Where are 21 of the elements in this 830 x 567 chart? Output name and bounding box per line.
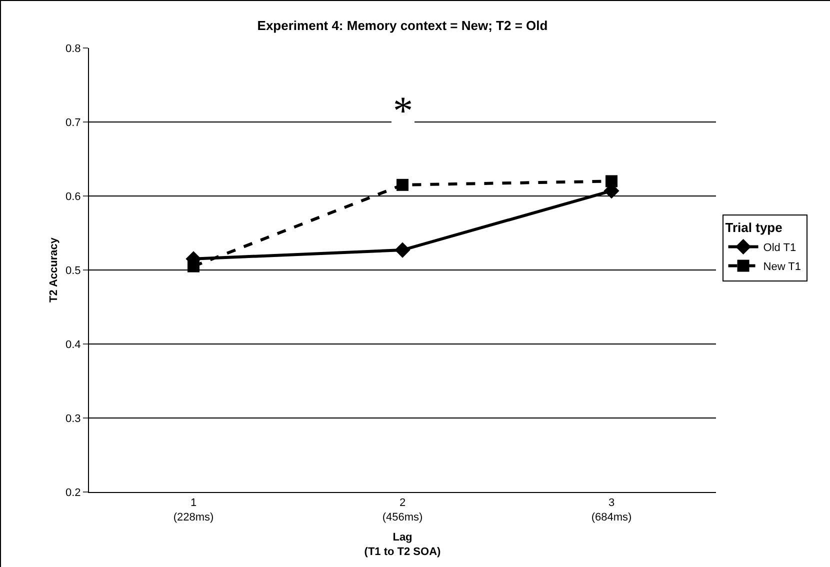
- y-tick-label: 0.2: [66, 486, 81, 499]
- legend-label: Old T1: [763, 242, 796, 254]
- x-tick-label: 2 (456ms): [382, 497, 423, 524]
- annotation: *: [393, 88, 413, 133]
- point: [188, 260, 200, 272]
- x-axis-title: Lag (T1 to T2 SOA): [364, 532, 442, 558]
- y-axis-title: T2 Accuracy: [48, 236, 60, 303]
- point: [606, 175, 618, 188]
- y-tick-label: 0.8: [66, 42, 81, 55]
- x-tick-label: 3 (684ms): [591, 497, 632, 524]
- point: [394, 242, 410, 258]
- y-tick-label: 0.7: [66, 116, 81, 129]
- chart-title: Experiment 4: Memory context = New; T2 = Old: [257, 18, 548, 33]
- y-tick-label: 0.3: [66, 412, 81, 425]
- x-tick-label: 1 (228ms): [173, 497, 214, 524]
- legend-title: Trial type: [725, 220, 782, 236]
- y-tick-label: 0.5: [66, 264, 81, 277]
- y-tick-label: 0.6: [66, 190, 81, 203]
- y-tick-label: 0.4: [66, 338, 81, 351]
- legend-label: New T1: [763, 260, 801, 273]
- point: [396, 178, 408, 191]
